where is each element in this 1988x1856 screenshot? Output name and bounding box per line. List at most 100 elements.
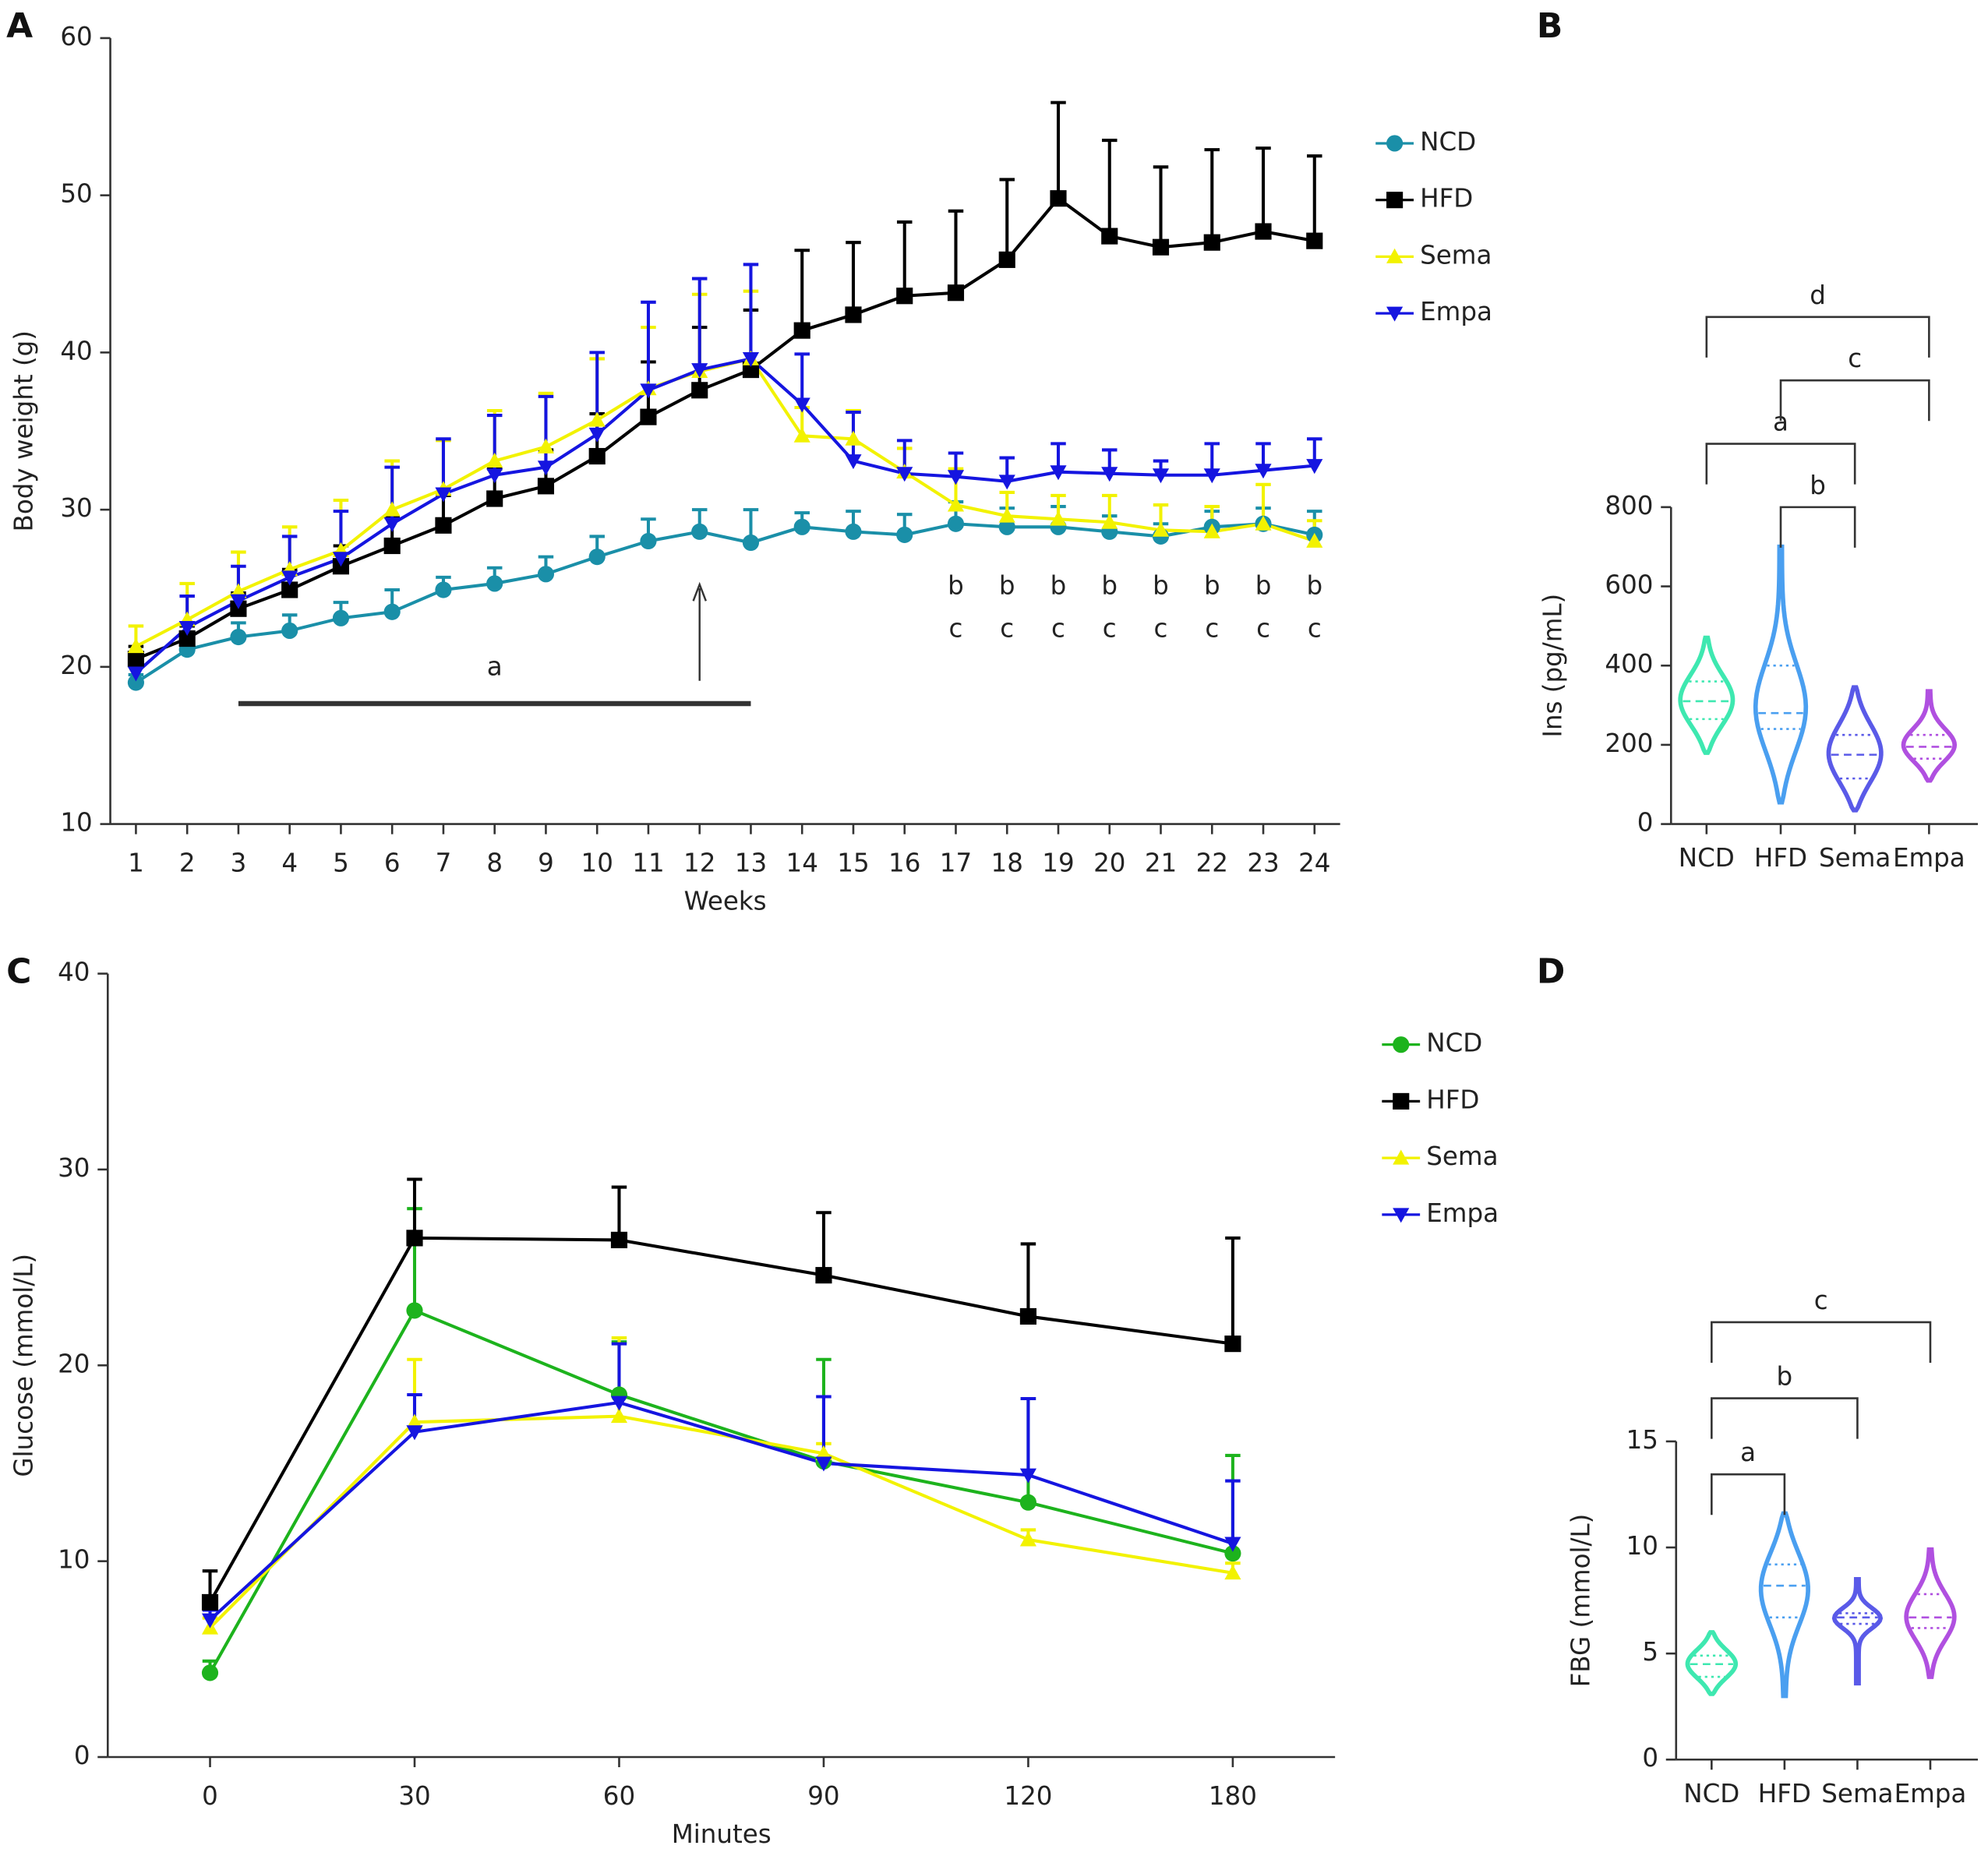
marker (845, 454, 862, 470)
y-tick-label: 10 (60, 808, 92, 838)
y-axis-title: FBG (mmol/L) (1566, 1514, 1595, 1688)
series (202, 1177, 1241, 1603)
marker (1101, 228, 1118, 245)
x-tick-label: Empa (1893, 843, 1965, 873)
x-tick-label: NCD (1679, 843, 1735, 873)
x-tick-label: 3 (231, 849, 247, 878)
x-tick-label: 15 (837, 849, 869, 878)
y-tick-label: 0 (1642, 1743, 1658, 1773)
series (128, 263, 1322, 673)
legend-label: Empa (1420, 297, 1492, 326)
violin (1678, 635, 1736, 755)
marker (1019, 1531, 1037, 1547)
marker (1019, 1468, 1037, 1484)
y-tick-label: 20 (58, 1349, 90, 1378)
significance-letter: b (1050, 570, 1067, 600)
significance-bracket (1779, 379, 1930, 422)
marker (127, 674, 144, 691)
y-tick-label: 60 (60, 22, 92, 51)
y-tick-label: 15 (1626, 1425, 1658, 1455)
marker (1224, 1545, 1241, 1562)
legend-label: HFD (1426, 1085, 1479, 1114)
marker (537, 460, 555, 476)
y-tick-label: 40 (58, 958, 90, 987)
marker (406, 1302, 423, 1319)
marker (815, 1267, 832, 1284)
marker (537, 438, 555, 453)
marker (486, 453, 503, 468)
marker (610, 1231, 628, 1248)
marker (1019, 1494, 1037, 1511)
y-tick-label: 50 (60, 179, 92, 209)
marker (1255, 464, 1272, 479)
significance-bracket (1711, 1473, 1786, 1515)
legend-marker (1393, 1149, 1410, 1165)
significance-letter: b (948, 570, 964, 600)
series-line (135, 196, 1315, 661)
marker (947, 284, 965, 302)
marker (742, 534, 760, 552)
significance-letter: c (1256, 614, 1270, 644)
significance-label: d (1810, 281, 1826, 310)
x-tick-label: 5 (333, 849, 349, 878)
x-tick-label: 19 (1042, 849, 1074, 878)
series-line (135, 357, 1315, 675)
y-tick-label: 400 (1605, 649, 1653, 679)
significance-letter: c (1103, 614, 1117, 644)
violin (1826, 685, 1884, 813)
series (202, 1207, 1241, 1673)
x-tick-label: 90 (807, 1781, 839, 1811)
marker (815, 1445, 832, 1460)
marker (947, 470, 965, 485)
series-line (209, 1414, 1234, 1629)
marker (332, 609, 350, 626)
marker (435, 487, 452, 503)
marker (793, 518, 810, 535)
x-tick-label: 120 (1004, 1781, 1052, 1811)
violin (1758, 1511, 1810, 1699)
x-tick-label: HFD (1758, 1779, 1811, 1808)
marker (1050, 510, 1067, 526)
marker (998, 475, 1015, 490)
marker (1152, 238, 1170, 256)
marker (1224, 1336, 1241, 1353)
marker (230, 594, 247, 609)
marker (1050, 190, 1067, 207)
significance-letter: b (1255, 570, 1272, 600)
significance-bracket (1705, 443, 1856, 485)
x-tick-label: 14 (786, 849, 818, 878)
x-tick-label: 8 (486, 849, 503, 878)
legend-label: HFD (1420, 184, 1473, 213)
x-tick-label: 20 (1093, 849, 1125, 878)
marker (178, 620, 196, 636)
marker (383, 501, 401, 517)
marker (406, 1230, 423, 1247)
marker (1255, 223, 1272, 240)
y-tick-label: 10 (1626, 1531, 1658, 1561)
x-tick-label: 60 (603, 1781, 635, 1811)
marker (947, 496, 965, 512)
series (128, 289, 1322, 647)
marker (815, 1456, 832, 1472)
arrow-head (692, 581, 707, 602)
x-tick-label: Sema (1821, 1779, 1893, 1808)
marker (742, 361, 760, 379)
x-tick-label: 4 (281, 849, 298, 878)
significance-letter: b (1153, 570, 1169, 600)
violin (1901, 689, 1958, 783)
marker (845, 523, 862, 540)
marker (178, 630, 196, 647)
x-tick-label: Empa (1894, 1779, 1967, 1808)
significance-label: b (1810, 471, 1826, 500)
legend-label: NCD (1420, 127, 1476, 157)
significance-letter: b (1204, 570, 1220, 600)
legend-marker (1393, 1036, 1410, 1053)
marker (1306, 232, 1323, 249)
x-tick-label: 13 (735, 849, 767, 878)
significance-letter: b (999, 570, 1015, 600)
marker (845, 306, 862, 323)
x-tick-label: 180 (1209, 1781, 1257, 1811)
significance-label: a (487, 651, 503, 681)
marker (742, 351, 760, 368)
